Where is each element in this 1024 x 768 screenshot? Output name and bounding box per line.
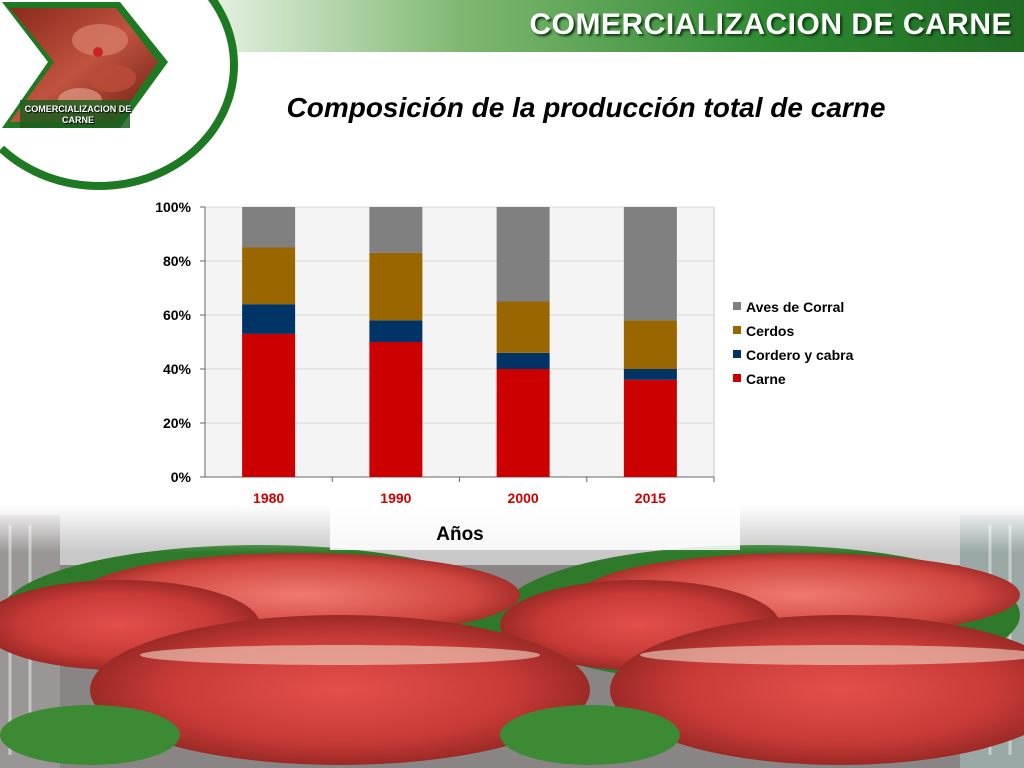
bar-segment [369, 342, 423, 477]
bar-segment [496, 207, 550, 302]
slide-subtitle: Composición de la producción total de ca… [286, 92, 886, 123]
legend-swatch [733, 374, 741, 382]
bar-segment [496, 369, 550, 477]
bar-segment [242, 304, 296, 334]
y-tick-label: 80% [163, 253, 192, 269]
legend-label: Carne [746, 371, 786, 387]
y-tick-label: 0% [171, 469, 192, 485]
bar-segment [496, 352, 550, 369]
y-tick-label: 40% [163, 361, 192, 377]
x-tick-label: 2015 [635, 490, 666, 506]
bar-segment [369, 207, 423, 253]
x-tick-label: 1990 [380, 490, 411, 506]
header-title: COMERCIALIZACION DE CARNE [529, 8, 1012, 41]
bar-segment [496, 301, 550, 353]
y-tick-label: 100% [155, 199, 191, 215]
y-tick-label: 20% [163, 415, 192, 431]
bar-segment [369, 252, 423, 321]
x-tick-label: 2000 [508, 490, 539, 506]
logo-text: COMERCIALIZACION DE CARNE [24, 104, 132, 125]
legend-label: Cerdos [746, 323, 794, 339]
bar-segment [242, 247, 296, 305]
legend-swatch [733, 302, 741, 310]
legend-swatch [733, 326, 741, 334]
bar-segment [623, 320, 677, 369]
bar-segment [623, 379, 677, 477]
bar-segment [623, 369, 677, 380]
bar-segment [242, 207, 296, 248]
meat-photo-banner [0, 505, 1024, 768]
legend-label: Cordero y cabra [746, 347, 854, 363]
y-tick-label: 60% [163, 307, 192, 323]
x-tick-label: 1980 [253, 490, 284, 506]
x-axis-label: Años [436, 524, 484, 545]
bar-segment [242, 333, 296, 477]
legend-label: Aves de Corral [746, 299, 844, 315]
legend-swatch [733, 350, 741, 358]
bar-segment [623, 207, 677, 321]
bar-segment [369, 320, 423, 342]
logo-meat-image [2, 2, 168, 128]
